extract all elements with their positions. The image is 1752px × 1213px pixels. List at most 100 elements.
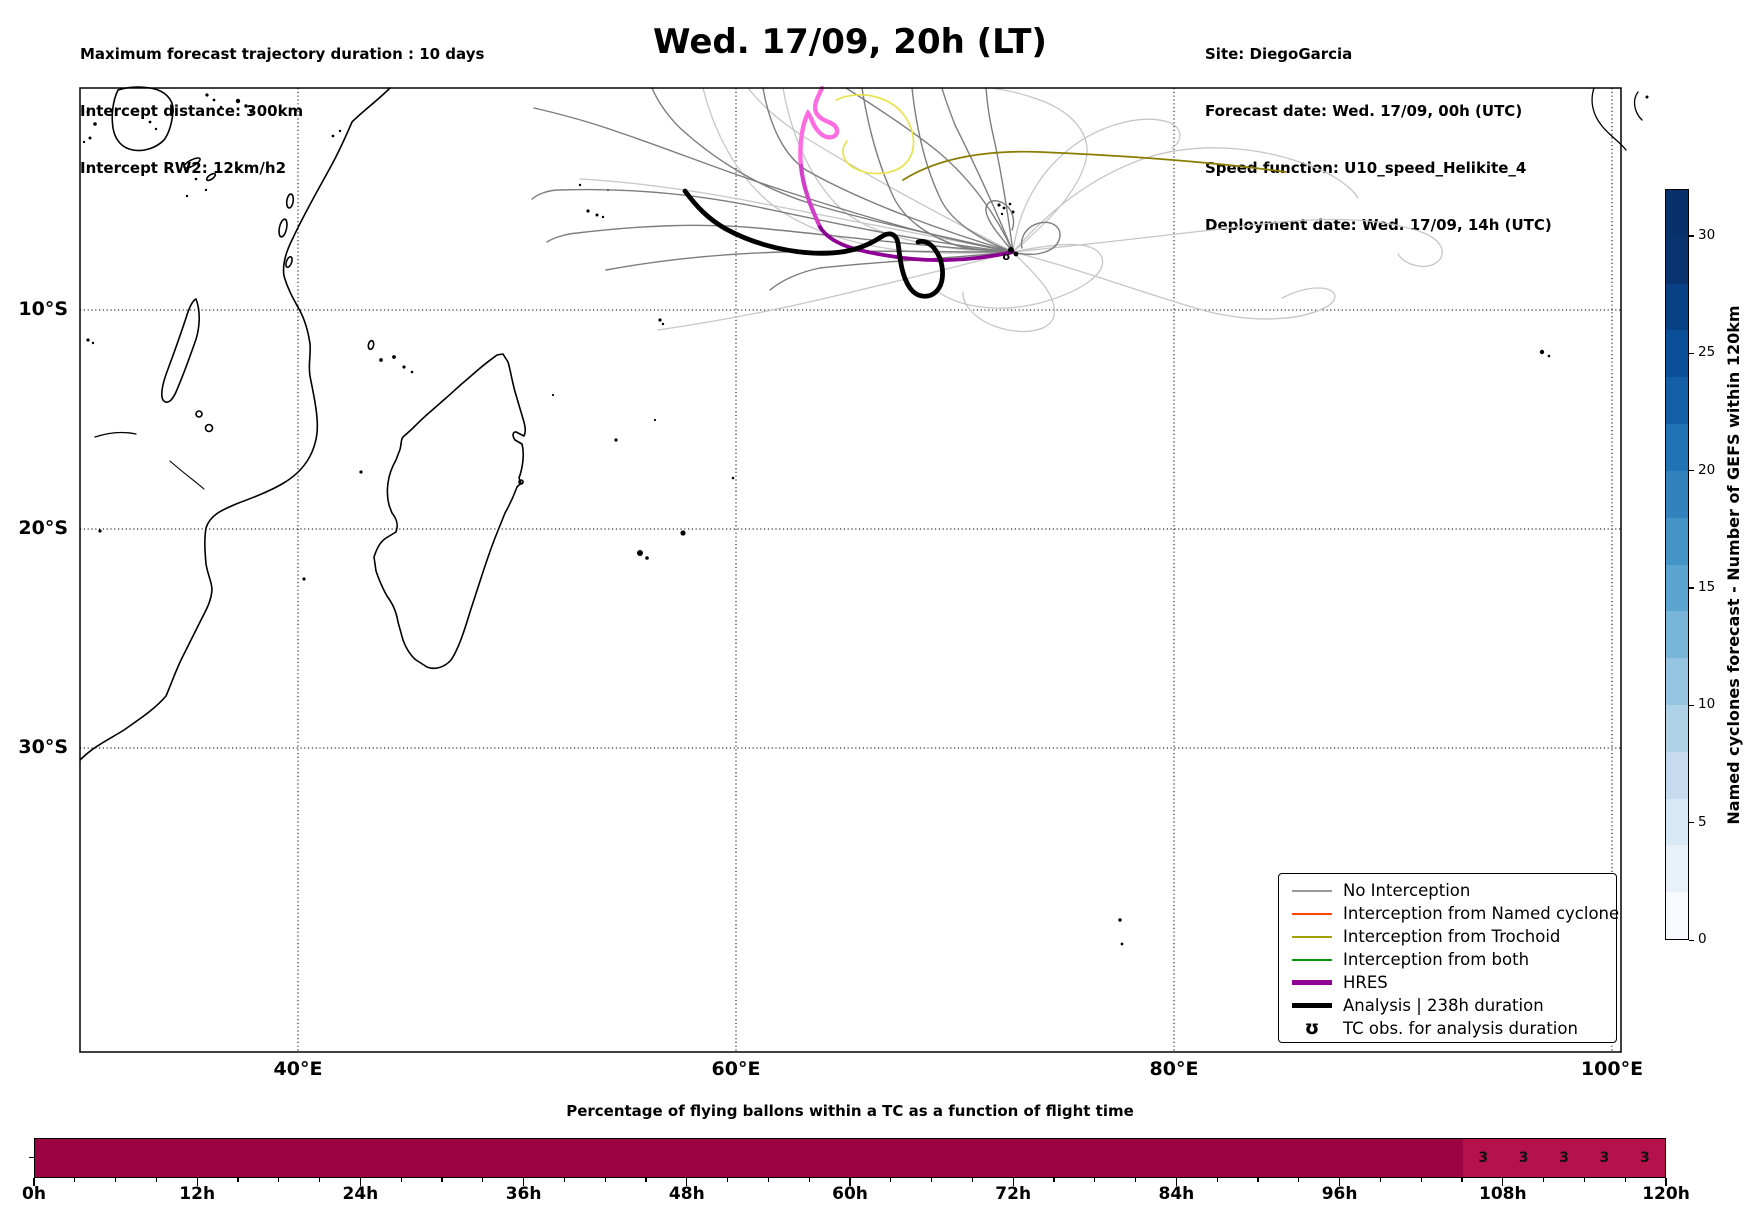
island-speck [578, 183, 582, 187]
legend-item-label: No Interception [1343, 881, 1471, 900]
hres-late [818, 225, 1015, 262]
bottom-axis-minor-tick [1420, 1178, 1422, 1182]
island-speck [98, 529, 102, 533]
coastlines [79, 86, 1643, 761]
island-speck [402, 365, 406, 369]
bottom-axis-minor-tick [1094, 1178, 1096, 1182]
svg-text:ʊ: ʊ [1002, 250, 1011, 263]
lake-chilwa [204, 423, 214, 433]
hres-early [798, 85, 840, 169]
colorbar-tick-mark [1689, 822, 1694, 824]
legend-item-label: Interception from Trochoid [1343, 927, 1561, 946]
bottom-axis-minor-tick [1216, 1178, 1218, 1182]
colorbar-tick-label: 25 [1698, 344, 1716, 361]
colorbar-tick-label: 10 [1698, 696, 1716, 713]
map-frame [79, 87, 1622, 1053]
colorbar-label: Named cyclones forecast - Number of GEFS… [1724, 305, 1743, 825]
island-speck [1547, 354, 1551, 358]
bottom-axis-minor-tick [930, 1178, 933, 1182]
legend-line-sample-icon [1289, 980, 1335, 985]
island-speck [219, 105, 223, 109]
island-speck [680, 530, 686, 536]
deployment-date-text: Deployment date: Wed. 17/09, 14h (UTC) [1205, 216, 1552, 234]
lake-malombe [195, 410, 203, 418]
bottom-axis-major-tick [359, 1178, 362, 1186]
zanzibar-island [278, 218, 288, 238]
island-speck [148, 120, 152, 124]
river-arc [169, 460, 205, 490]
island-speck [1120, 942, 1124, 946]
grande-comore [367, 339, 375, 351]
bottom-axis-minor-tick [1624, 1178, 1626, 1182]
bottom-axis-major-tick [1502, 1178, 1504, 1186]
bottom-axis-tick-label: 120h [1642, 1184, 1690, 1204]
island-speck [653, 418, 657, 422]
intercept-rw2-text: Intercept RW2: 12km/h2 [80, 159, 287, 177]
colorbar-segment [1666, 704, 1688, 752]
header-right-block: Site: DiegoGarcia Forecast date: Wed. 17… [1205, 7, 1552, 273]
island-speck [586, 209, 590, 213]
colorbar-segment [1666, 236, 1688, 284]
bottom-axis-minor-tick [237, 1178, 239, 1182]
bottom-axis-minor-tick [971, 1178, 974, 1182]
colorbar-tick-mark [1689, 470, 1694, 472]
island-speck [731, 476, 735, 480]
colorbar-segment [1666, 658, 1688, 705]
island-speck [410, 370, 414, 374]
tc-obs-icon: ʊ [1304, 1017, 1320, 1039]
map-y-tick-label: 20°S [18, 517, 68, 539]
bottom-axis-tick-label: 24h [342, 1184, 379, 1204]
bottom-axis-minor-tick [808, 1178, 810, 1182]
forecast-date-text: Forecast date: Wed. 17/09, 00h (UTC) [1205, 102, 1523, 120]
colorbar-segment [1666, 611, 1688, 659]
legend-item: Interception from Trochoid [1289, 925, 1616, 948]
colorbar-segment [1666, 798, 1688, 846]
legend-item-label: TC obs. for analysis duration [1343, 1019, 1578, 1038]
colorbar-segment [1666, 845, 1688, 893]
legend-item: ʊ TC obs. for analysis duration [1289, 1017, 1616, 1040]
bottom-axis-major-tick [522, 1178, 525, 1186]
island-speck [212, 98, 216, 102]
bottom-axis-tick-label: 36h [505, 1184, 542, 1204]
bottom-axis-minor-tick [74, 1178, 76, 1182]
legend-item: HRES [1289, 971, 1616, 994]
sumatra-fragment-1 [1591, 87, 1627, 151]
bottom-axis-tick-label: 48h [668, 1184, 705, 1204]
bottom-axis-minor-tick [604, 1178, 606, 1182]
bottom-axis-major-tick [1175, 1178, 1178, 1186]
bottom-axis-major-tick [196, 1178, 198, 1186]
island-speck [637, 550, 643, 556]
colorbar-tick-mark [1689, 587, 1694, 589]
island-speck [1118, 918, 1122, 922]
bottom-axis-tick-label: 84h [1158, 1184, 1195, 1204]
colorbar-segment [1666, 424, 1688, 471]
bottom-axis-minor-tick [114, 1178, 117, 1182]
island-speck [1000, 212, 1004, 216]
manyara-lake [205, 172, 217, 182]
colorbar-tick-mark [1689, 704, 1694, 706]
bottom-axis-minor-tick [482, 1178, 484, 1182]
island-speck [601, 215, 605, 219]
tc-obs-markers: ʊ [1002, 247, 1019, 263]
island-speck [185, 194, 189, 198]
bottom-axis-minor-tick [318, 1178, 321, 1182]
island-speck [93, 122, 97, 126]
legend-line-sample-icon [1289, 1003, 1335, 1008]
colorbar-segment [1666, 470, 1688, 518]
colorbar-segment [1666, 517, 1688, 565]
colorbar-tick-label: 30 [1698, 226, 1716, 243]
island-speck [595, 213, 599, 217]
map-legend: No Interception Interception from Named c… [1278, 873, 1619, 1043]
trajectory-trochoid-yellow [835, 93, 915, 175]
max-duration-text: Maximum forecast trajectory duration : 1… [80, 45, 485, 63]
colorbar [1665, 189, 1689, 940]
colorbar-segment [1666, 564, 1688, 612]
bottom-axis-tick-label: 72h [995, 1184, 1032, 1204]
bottom-heatmap-bar: 3 3 3 3 3 [34, 1138, 1666, 1178]
island-speck [331, 134, 335, 138]
heatmap-cell-value: 3 [1518, 1150, 1529, 1166]
island-speck [302, 577, 306, 581]
hres-mid [798, 163, 823, 230]
bottom-chart-title: Percentage of flying ballons within a TC… [566, 1102, 1134, 1120]
island-specks [82, 93, 1649, 946]
